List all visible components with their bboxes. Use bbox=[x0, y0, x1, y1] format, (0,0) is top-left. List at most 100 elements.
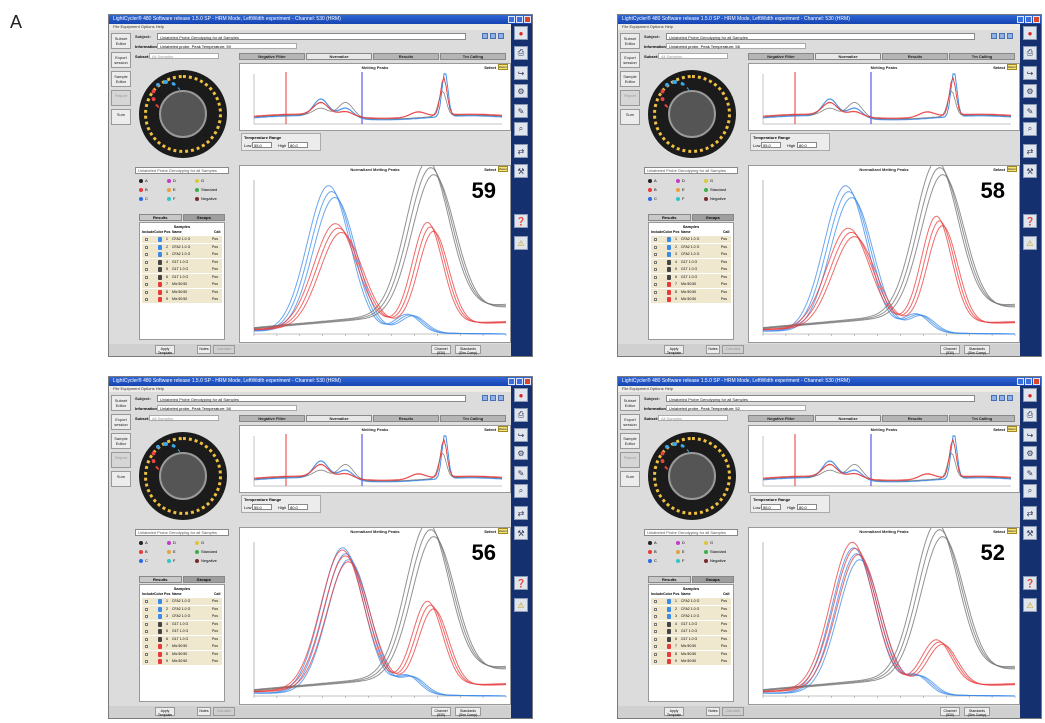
high-field[interactable]: 80.0 bbox=[797, 142, 817, 148]
tab-tm-calling[interactable]: Tm Calling bbox=[440, 53, 506, 60]
export-icon[interactable]: ↪ bbox=[1023, 66, 1037, 80]
bottom-button-5[interactable]: Standards (Sim Comp) bbox=[964, 345, 990, 355]
table-row[interactable]: 9 Mix 50:50 Pos bbox=[142, 296, 222, 303]
analysis-icon[interactable]: ✎ bbox=[514, 466, 528, 480]
nav-button-1[interactable]: Subset Editor bbox=[111, 395, 131, 411]
information-field[interactable]: Unlabeled probe, Peak Temperature: 56 bbox=[157, 405, 297, 411]
bottom-button-1[interactable]: Apply Template bbox=[664, 345, 684, 355]
tab-groups[interactable]: Groups bbox=[691, 576, 734, 583]
zoom-button[interactable]: Zoom bbox=[498, 166, 508, 172]
tab-results[interactable]: Results bbox=[648, 214, 691, 221]
low-field[interactable]: 55.0 bbox=[252, 504, 272, 510]
export-icon[interactable]: ↪ bbox=[514, 428, 528, 442]
nav-button-3[interactable]: Sample Editor bbox=[620, 433, 640, 449]
record-icon[interactable]: ● bbox=[514, 388, 528, 402]
minimize-button[interactable] bbox=[1017, 16, 1024, 23]
include-checkbox[interactable] bbox=[145, 615, 148, 618]
analysis-subject-field[interactable]: Unlabeled Probe Genotyping for all Sampl… bbox=[644, 529, 738, 536]
include-checkbox[interactable] bbox=[654, 600, 657, 603]
include-checkbox[interactable] bbox=[654, 283, 657, 286]
normalized-peaks-plot[interactable] bbox=[240, 160, 512, 344]
tab-results[interactable]: Results bbox=[139, 576, 182, 583]
include-checkbox[interactable] bbox=[145, 637, 148, 641]
menu-bar[interactable]: File Equipment Options Help bbox=[109, 386, 532, 392]
nav-button-5[interactable]: Sum bbox=[620, 471, 640, 487]
zoom-button[interactable]: Zoom bbox=[1007, 426, 1017, 432]
zoom-button[interactable]: Zoom bbox=[498, 426, 508, 432]
table-row[interactable]: 5 G1T 1.0 G Pos bbox=[651, 266, 731, 273]
settings-icon[interactable]: ⚙ bbox=[514, 84, 528, 98]
search-icon[interactable]: ⌕ bbox=[514, 122, 528, 136]
refresh-icon[interactable] bbox=[1007, 395, 1013, 401]
analysis-subject-field[interactable]: Unlabeled Probe Genotyping for all Sampl… bbox=[135, 167, 229, 174]
tab-tm-calling[interactable]: Tm Calling bbox=[949, 53, 1015, 60]
subset-select[interactable]: All Samples bbox=[149, 53, 219, 59]
table-row[interactable]: 3 CFA2 1.0 G Pos bbox=[142, 251, 222, 258]
high-field[interactable]: 80.0 bbox=[288, 504, 308, 510]
include-checkbox[interactable] bbox=[145, 600, 148, 603]
include-checkbox[interactable] bbox=[654, 238, 657, 241]
analysis-icon[interactable]: ✎ bbox=[514, 104, 528, 118]
maximize-button[interactable] bbox=[1025, 378, 1032, 385]
subject-field[interactable]: Unlabeled Probe Genotyping for all Sampl… bbox=[666, 395, 975, 402]
help-icon[interactable]: ❓ bbox=[514, 214, 528, 228]
settings-icon[interactable]: ⚙ bbox=[1023, 446, 1037, 460]
nav-button-3[interactable]: Sample Editor bbox=[620, 71, 640, 87]
include-checkbox[interactable] bbox=[145, 652, 148, 656]
open-icon[interactable] bbox=[490, 395, 496, 401]
subset-select[interactable]: All Samples bbox=[658, 415, 728, 421]
tab-tm-calling[interactable]: Tm Calling bbox=[949, 415, 1015, 422]
table-row[interactable]: 1 CFA2 1.0 G Pos bbox=[142, 598, 222, 605]
table-row[interactable]: 2 CFA2 1.0 G Pos bbox=[651, 243, 731, 251]
nav-button-5[interactable]: Sum bbox=[111, 109, 131, 125]
tab-results[interactable]: Results bbox=[139, 214, 182, 221]
tab-results[interactable]: Results bbox=[882, 53, 948, 60]
search-icon[interactable]: ⌕ bbox=[1023, 122, 1037, 136]
bottom-button-1[interactable]: Apply Template bbox=[155, 707, 175, 717]
bottom-button-4[interactable]: Channel (530) bbox=[431, 345, 451, 355]
nav-button-3[interactable]: Sample Editor bbox=[111, 433, 131, 449]
include-checkbox[interactable] bbox=[654, 637, 657, 641]
bottom-button-4[interactable]: Channel (530) bbox=[940, 707, 960, 717]
zoom-button[interactable]: Zoom bbox=[1007, 528, 1017, 534]
tab-results[interactable]: Results bbox=[373, 53, 439, 60]
include-checkbox[interactable] bbox=[654, 290, 657, 294]
include-checkbox[interactable] bbox=[654, 253, 657, 256]
table-row[interactable]: 1 CFA2 1.0 G Pos bbox=[651, 598, 731, 605]
menu-bar[interactable]: File Equipment Options Help bbox=[618, 24, 1041, 30]
refresh-icon[interactable] bbox=[1007, 33, 1013, 39]
include-checkbox[interactable] bbox=[654, 298, 657, 301]
include-checkbox[interactable] bbox=[654, 645, 657, 648]
include-checkbox[interactable] bbox=[145, 268, 148, 271]
normalized-peaks-plot[interactable] bbox=[749, 522, 1021, 706]
record-icon[interactable]: ● bbox=[1023, 26, 1037, 40]
tab-normalize[interactable]: Normalize bbox=[306, 53, 372, 60]
export-icon[interactable]: ↪ bbox=[514, 66, 528, 80]
warning-icon[interactable]: ⚠ bbox=[1023, 598, 1037, 612]
table-row[interactable]: 9 Mix 50:50 Pos bbox=[651, 296, 731, 303]
refresh-icon[interactable] bbox=[498, 395, 504, 401]
menu-bar[interactable]: File Equipment Options Help bbox=[618, 386, 1041, 392]
warning-icon[interactable]: ⚠ bbox=[1023, 236, 1037, 250]
bottom-button-3[interactable]: Calculate bbox=[722, 345, 744, 354]
table-row[interactable]: 6 G1T 1.0 G Pos bbox=[142, 273, 222, 281]
nav-button-4[interactable]: Report bbox=[111, 452, 131, 468]
table-row[interactable]: 8 Mix 50:50 Pos bbox=[651, 288, 731, 296]
table-row[interactable]: 7 Mix 50:50 Pos bbox=[651, 281, 731, 288]
table-row[interactable]: 5 G1T 1.0 G Pos bbox=[142, 266, 222, 273]
bottom-button-2[interactable]: Notes bbox=[197, 345, 211, 354]
warning-icon[interactable]: ⚠ bbox=[514, 236, 528, 250]
tab-results[interactable]: Results bbox=[882, 415, 948, 422]
high-field[interactable]: 80.0 bbox=[288, 142, 308, 148]
subject-field[interactable]: Unlabeled Probe Genotyping for all Sampl… bbox=[157, 33, 466, 40]
table-row[interactable]: 9 Mix 50:50 Pos bbox=[651, 658, 731, 665]
include-checkbox[interactable] bbox=[145, 645, 148, 648]
analysis-icon[interactable]: ✎ bbox=[1023, 466, 1037, 480]
melting-peaks-plot[interactable] bbox=[240, 64, 512, 132]
low-field[interactable]: 55.0 bbox=[252, 142, 272, 148]
compare-icon[interactable]: ⇄ bbox=[1023, 144, 1037, 158]
low-field[interactable]: 55.0 bbox=[761, 504, 781, 510]
table-row[interactable]: 1 CFA2 1.0 G Pos bbox=[651, 236, 731, 243]
tab-normalize[interactable]: Normalize bbox=[306, 415, 372, 422]
include-checkbox[interactable] bbox=[654, 268, 657, 271]
